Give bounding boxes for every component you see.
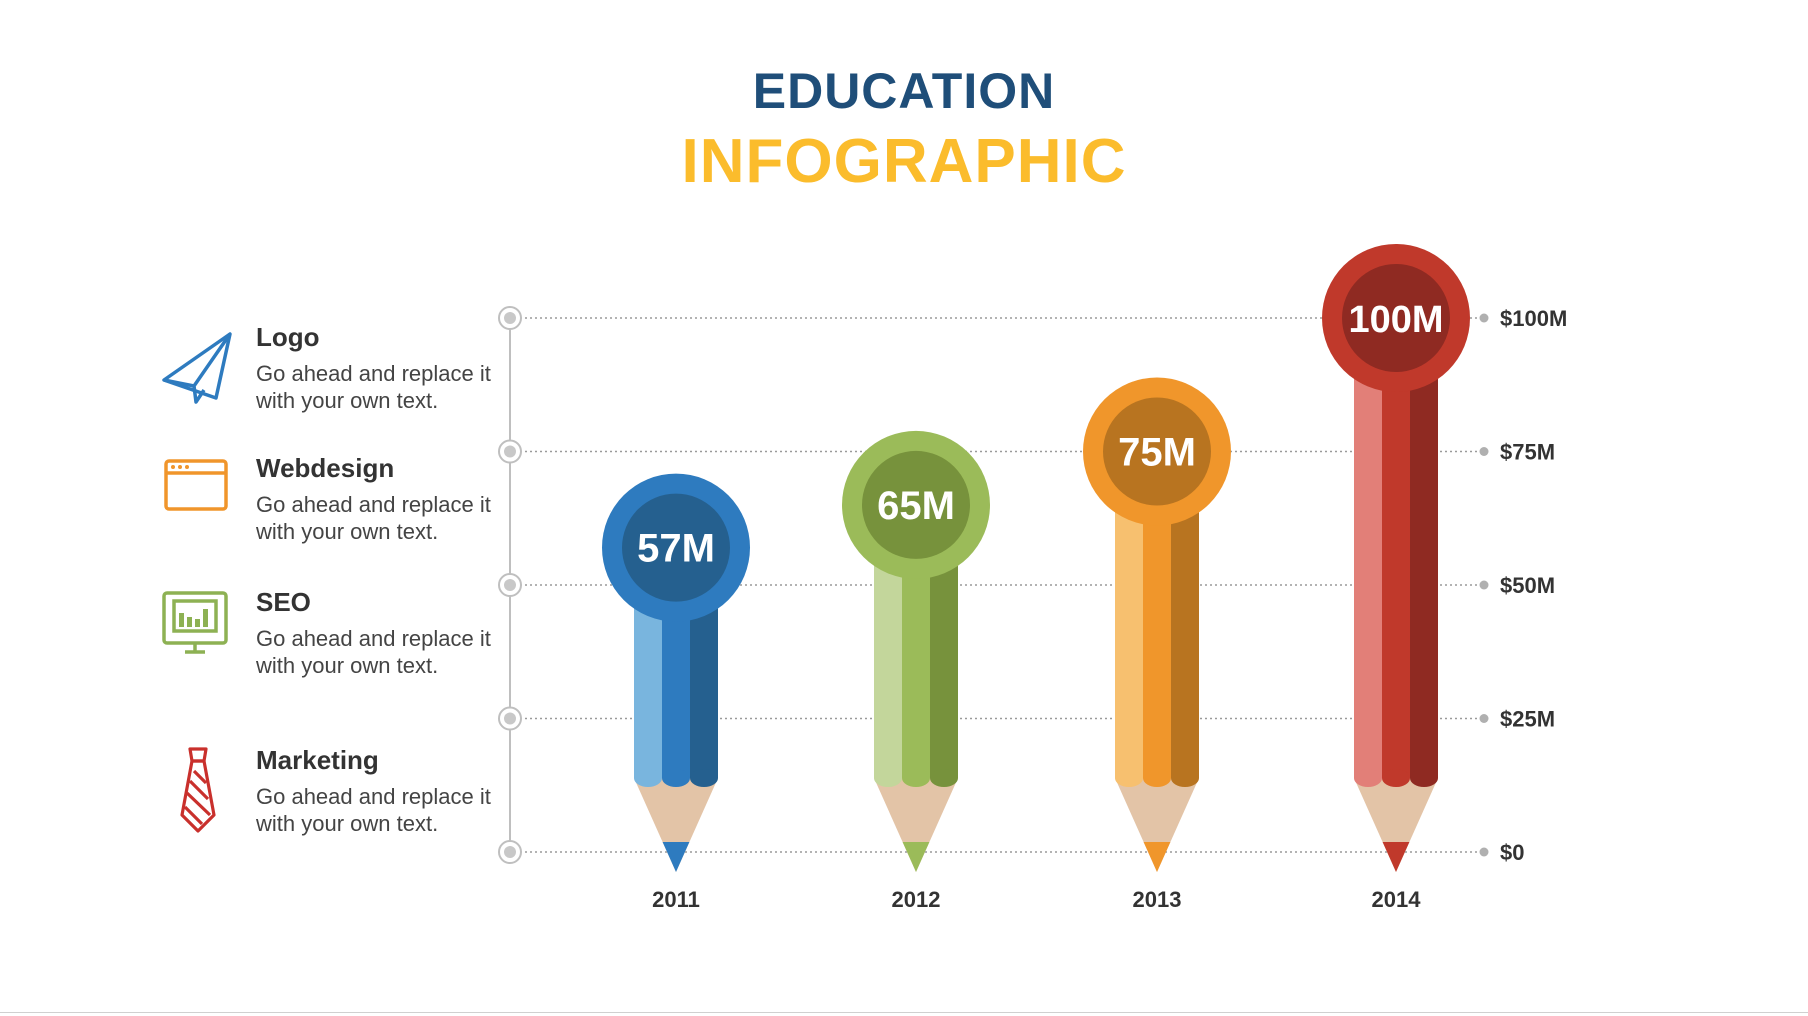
pencil-wood: [1354, 778, 1438, 872]
value-bubble-inner: [1342, 264, 1450, 372]
axis-node-dot: [504, 579, 516, 591]
pencil-scallop: [1115, 769, 1143, 787]
pencil-tip: [902, 842, 930, 872]
pencil-tip: [1143, 842, 1171, 872]
pencil-scallop: [1382, 769, 1410, 787]
pencil-scallop: [1354, 769, 1382, 787]
monitor-chart-icon: [162, 591, 228, 654]
tick-dot: [1479, 313, 1489, 323]
y-tick-label: $75M: [1500, 440, 1555, 465]
legend-title: Logo: [256, 322, 320, 352]
value-label: 100M: [1348, 299, 1443, 341]
axis-node-dot: [504, 312, 516, 324]
pencil-wood: [874, 778, 958, 872]
tick-dot: [1479, 580, 1489, 590]
x-category-label: 2013: [1133, 887, 1182, 912]
axis-node-dot: [504, 445, 516, 458]
value-bubble-inner: [862, 450, 970, 559]
pencil-scallop: [874, 769, 902, 787]
pencil-scallop: [1410, 769, 1438, 787]
legend-item-logo: Logo Go ahead and replace it with your o…: [160, 322, 520, 432]
legend-description: Go ahead and replace it with your own te…: [256, 492, 491, 544]
x-category-label: 2014: [1372, 887, 1422, 912]
y-tick-label: $100M: [1500, 306, 1567, 331]
legend-description: Go ahead and replace it with your own te…: [256, 626, 491, 678]
value-bubble-inner: [622, 493, 730, 602]
pencil-scallop: [902, 769, 930, 787]
value-label: 57M: [637, 527, 715, 571]
axis-node-dot: [504, 846, 516, 858]
pencil-bar-2013: 75M: [1083, 377, 1231, 872]
pencil-stripe: [1410, 318, 1438, 778]
tick-dot: [1479, 447, 1489, 456]
value-label: 65M: [877, 484, 955, 528]
legend-title: Marketing: [256, 745, 379, 775]
pencil-bar-2011: 57M: [602, 473, 750, 872]
value-label: 75M: [1118, 431, 1196, 475]
legend-title: Webdesign: [256, 453, 395, 483]
pencil-scallop: [662, 769, 690, 787]
y-tick-label: $0: [1500, 840, 1524, 865]
x-category-label: 2011: [652, 887, 700, 912]
tick-dot: [1479, 847, 1489, 857]
pencil-wood: [634, 778, 718, 872]
legend-item-webdesign: Webdesign Go ahead and replace it with y…: [160, 453, 520, 563]
pencil-wood: [1115, 778, 1199, 872]
pencil-bar-2012: 65M: [842, 430, 990, 872]
pencil-stripe: [1382, 318, 1410, 778]
pencil-scallop: [634, 769, 662, 787]
pencil-tip: [662, 842, 690, 872]
necktie-icon: [180, 747, 216, 833]
pencil-scallop: [1171, 769, 1199, 787]
bottom-divider: [0, 1012, 1808, 1013]
y-tick-label: $25M: [1500, 707, 1555, 732]
axis-node-dot: [504, 712, 516, 725]
tick-dot: [1479, 714, 1489, 723]
pencil-scallop: [1143, 769, 1171, 787]
legend-description: Go ahead and replace it with your own te…: [256, 361, 491, 413]
pencil-tip: [1382, 842, 1410, 872]
value-bubble-inner: [1103, 397, 1211, 506]
pencil-bar-2014: 100M: [1322, 244, 1470, 872]
browser-window-icon: [164, 459, 228, 511]
y-tick-label: $50M: [1500, 573, 1555, 598]
pencil-stripe: [1354, 318, 1382, 778]
page-title-education: EDUCATION: [752, 63, 1056, 119]
legend-title: SEO: [256, 587, 311, 617]
legend-description: Go ahead and replace it with your own te…: [256, 784, 491, 836]
legend-item-marketing: Marketing Go ahead and replace it with y…: [160, 745, 520, 855]
pencil-scallop: [930, 769, 958, 787]
paper-plane-icon: [162, 332, 232, 404]
pencil-scallop: [690, 769, 718, 787]
page-title-infographic: INFOGRAPHIC: [681, 127, 1127, 196]
legend-item-seo: SEO Go ahead and replace it with your ow…: [160, 587, 520, 697]
x-category-label: 2012: [892, 887, 941, 912]
